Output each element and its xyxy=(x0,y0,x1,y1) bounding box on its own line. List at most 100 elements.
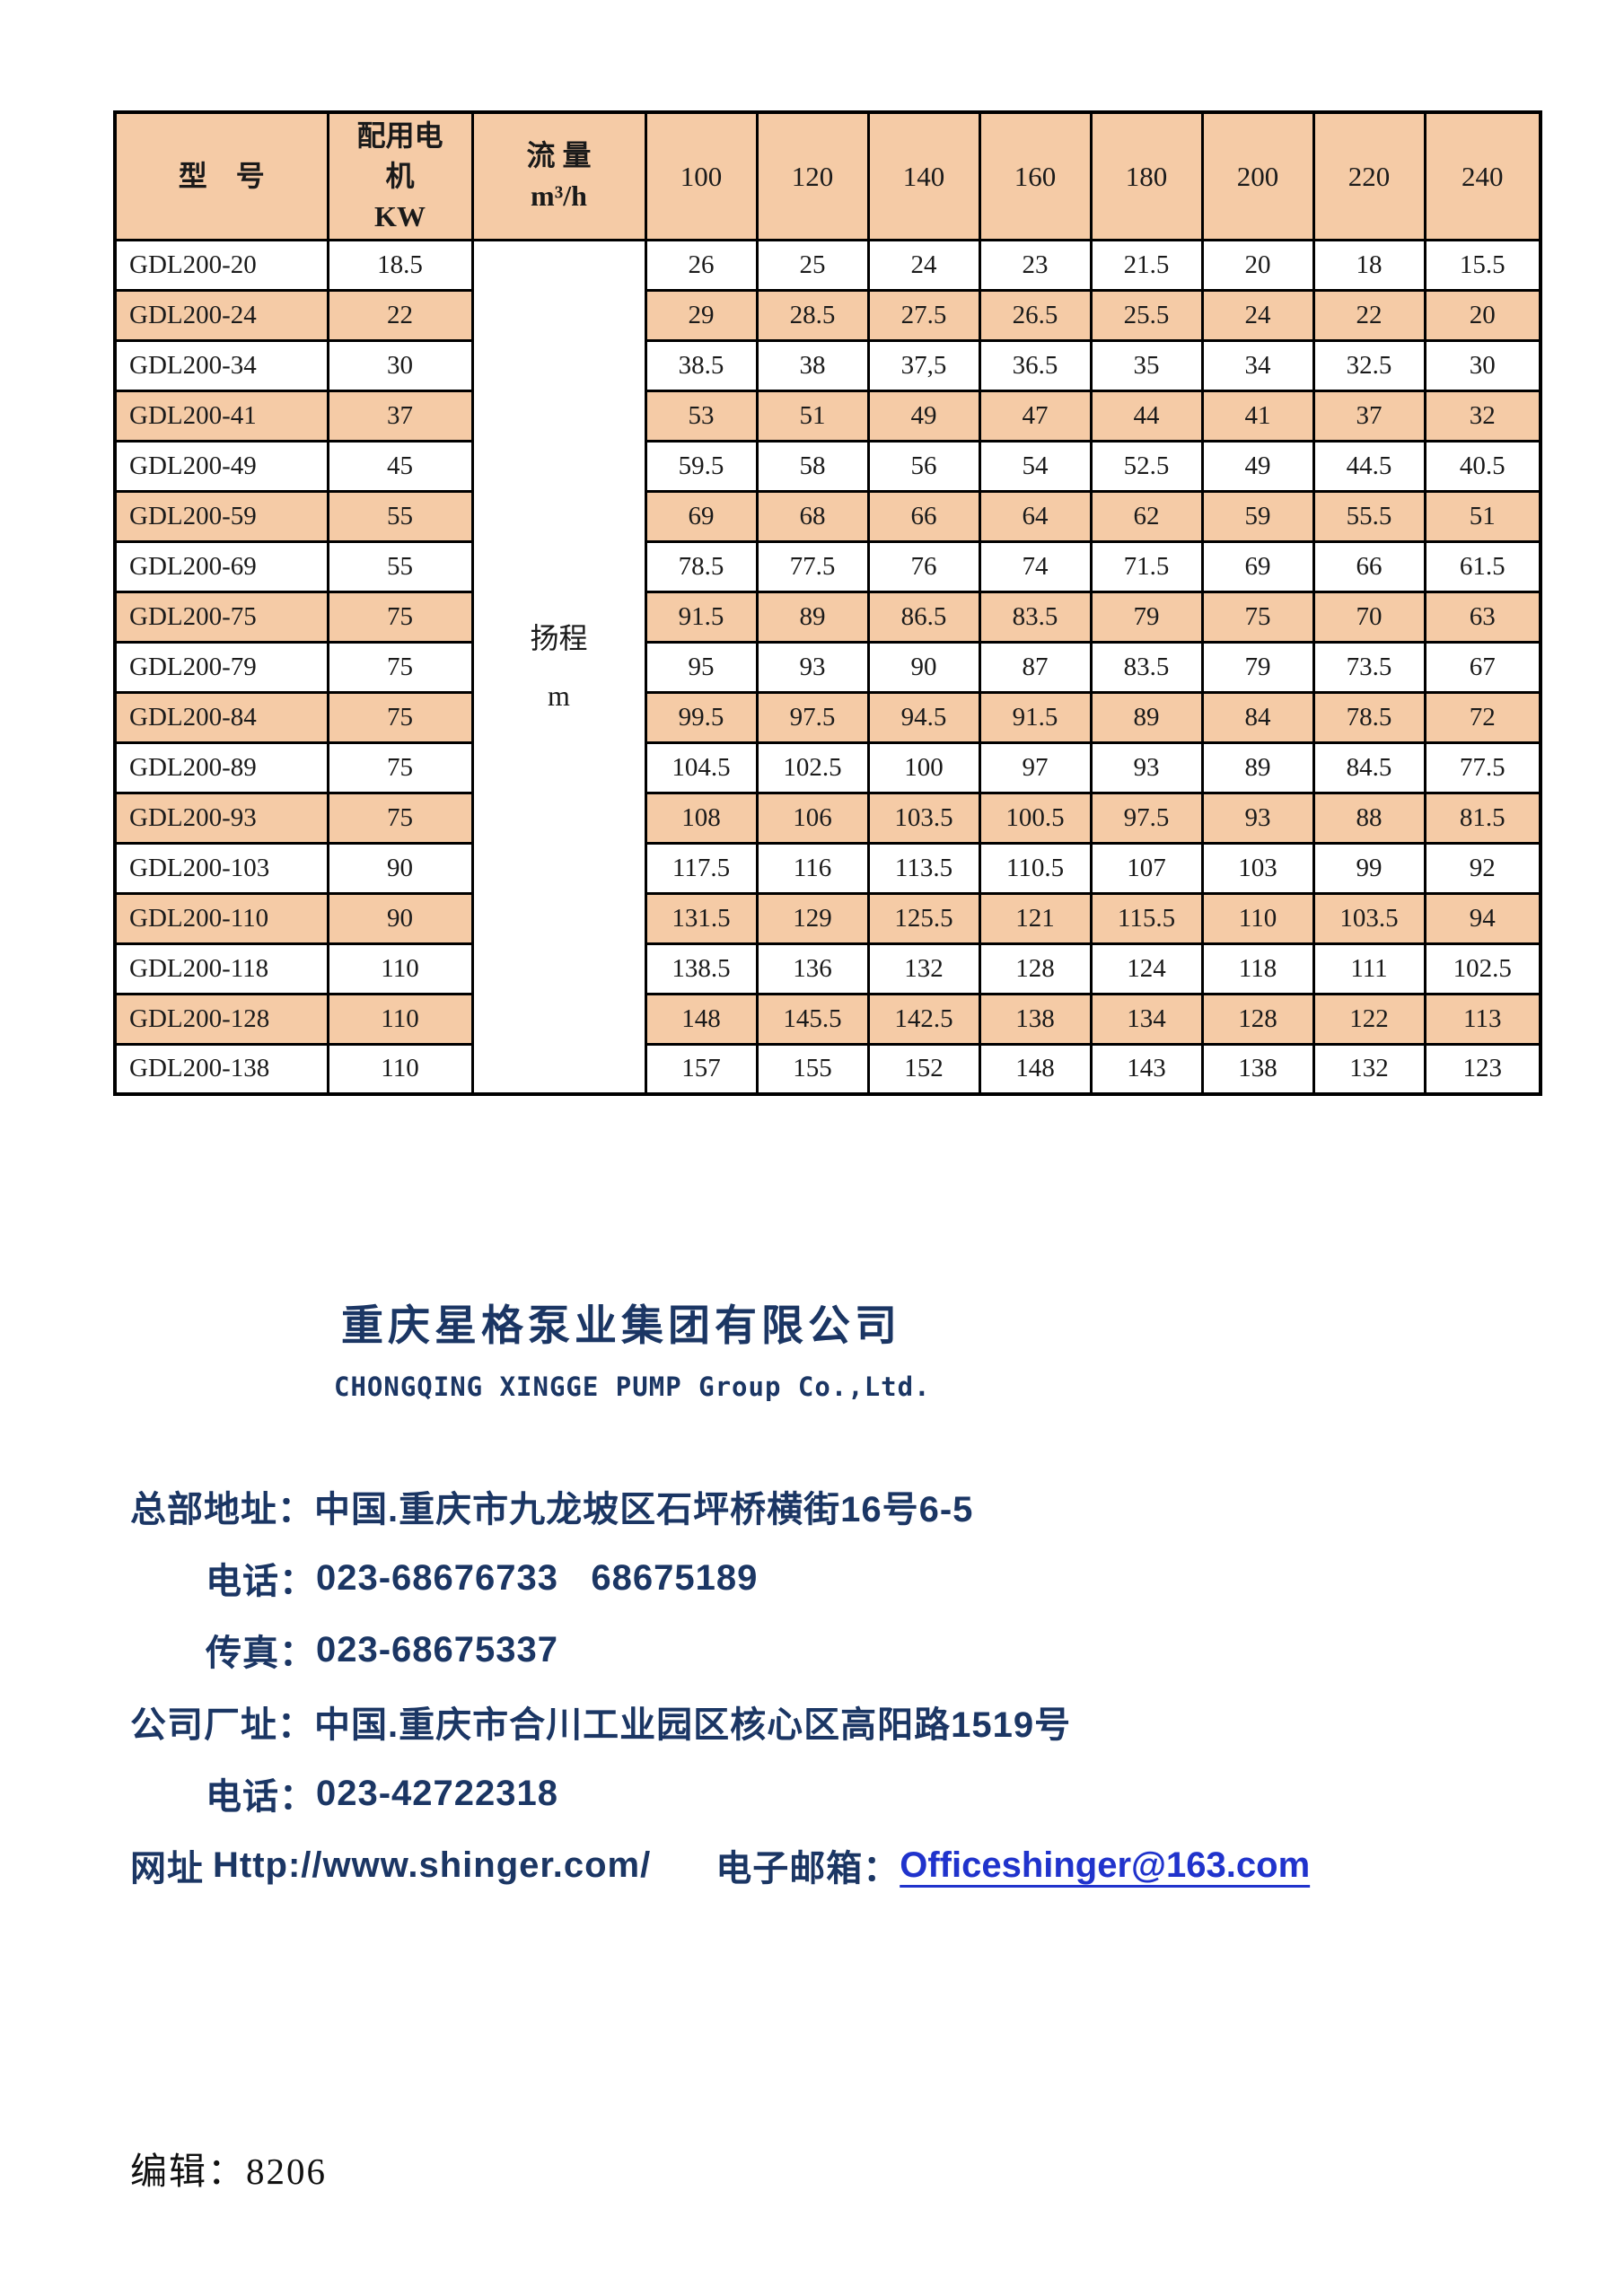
value-cell: 134 xyxy=(1089,992,1204,1046)
value-cell: 89 xyxy=(755,590,870,644)
header-flow: 流 量 m³/h xyxy=(470,110,647,241)
value-cell: 89 xyxy=(1200,741,1315,794)
value-cell: 18 xyxy=(1312,238,1426,292)
model-cell: GDL200-34 xyxy=(113,338,329,392)
kw-cell: 45 xyxy=(326,439,474,493)
value-cell: 55.5 xyxy=(1312,489,1426,543)
contact-line-web-email: 网址 Http://www.shinger.com/ 电子邮箱： Offices… xyxy=(130,1829,1310,1901)
value-cell: 81.5 xyxy=(1423,791,1542,845)
value-cell: 32.5 xyxy=(1312,338,1426,392)
value-cell: 99.5 xyxy=(644,690,759,744)
header-flow-140: 140 xyxy=(866,110,981,241)
pump-spec-table-wrap: 型 号 配用电 机 KW 流 量 m³/h 100 120 140 160 18… xyxy=(113,110,1542,1096)
model-cell: GDL200-118 xyxy=(113,942,329,995)
value-cell: 54 xyxy=(978,439,1093,493)
contact-line-value: 中国.重庆市九龙坡区石坪桥横街16号6-5 xyxy=(314,1490,974,1529)
value-cell: 49 xyxy=(1200,439,1315,493)
value-cell: 20 xyxy=(1200,238,1315,292)
value-cell: 70 xyxy=(1312,590,1426,644)
value-cell: 103.5 xyxy=(1312,891,1426,945)
value-cell: 38 xyxy=(755,338,870,392)
website-url: Http://www.shinger.com/ xyxy=(213,1845,652,1885)
value-cell: 41 xyxy=(1200,389,1315,443)
value-cell: 118 xyxy=(1200,942,1315,995)
value-cell: 38.5 xyxy=(644,338,759,392)
model-cell: GDL200-41 xyxy=(113,389,329,443)
value-cell: 128 xyxy=(978,942,1093,995)
value-cell: 76 xyxy=(866,539,981,593)
value-cell: 37 xyxy=(1312,389,1426,443)
value-cell: 77.5 xyxy=(1423,741,1542,794)
value-cell: 62 xyxy=(1089,489,1204,543)
model-cell: GDL200-110 xyxy=(113,891,329,945)
value-cell: 116 xyxy=(755,841,870,895)
model-cell: GDL200-79 xyxy=(113,640,329,694)
editor-note: 编辑：8206 xyxy=(130,2151,327,2192)
email-link[interactable]: Officeshinger@163.com xyxy=(900,1845,1311,1885)
value-cell: 138 xyxy=(978,992,1093,1046)
value-cell: 20 xyxy=(1423,288,1542,342)
value-cell: 75 xyxy=(1200,590,1315,644)
table-body: GDL200-20 18.5 扬程 m 26 25 24 23 21.5 20 1… xyxy=(113,238,1542,1096)
value-cell: 44.5 xyxy=(1312,439,1426,493)
value-cell: 78.5 xyxy=(644,539,759,593)
header-row: 型 号 配用电 机 KW 流 量 m³/h 100 120 140 160 18… xyxy=(113,110,1542,241)
email-label: 电子邮箱： xyxy=(715,1849,900,1889)
value-cell: 34 xyxy=(1200,338,1315,392)
value-cell: 97 xyxy=(978,741,1093,794)
value-cell: 73.5 xyxy=(1312,640,1426,694)
contact-line: 电话： 023-42722318 xyxy=(130,1757,1310,1829)
value-cell: 145.5 xyxy=(755,992,870,1046)
kw-cell: 90 xyxy=(326,891,474,945)
table-row: GDL200-75 75 91.5 89 86.5 83.5 79 75 70 … xyxy=(113,590,1542,644)
value-cell: 36.5 xyxy=(978,338,1093,392)
value-cell: 51 xyxy=(755,389,870,443)
value-cell: 131.5 xyxy=(644,891,759,945)
value-cell: 155 xyxy=(755,1042,870,1096)
value-cell: 77.5 xyxy=(755,539,870,593)
header-flow-240: 240 xyxy=(1423,110,1542,241)
model-cell: GDL200-128 xyxy=(113,992,329,1046)
value-cell: 152 xyxy=(866,1042,981,1096)
model-cell: GDL200-89 xyxy=(113,741,329,794)
kw-cell: 22 xyxy=(326,288,474,342)
value-cell: 53 xyxy=(644,389,759,443)
value-cell: 78.5 xyxy=(1312,690,1426,744)
value-cell: 88 xyxy=(1312,791,1426,845)
contact-line-value: 023-68676733 68675189 xyxy=(316,1557,759,1598)
table-row: GDL200-93 75 108 106 103.5 100.5 97.5 93… xyxy=(113,791,1542,845)
value-cell: 21.5 xyxy=(1089,238,1204,292)
model-cell: GDL200-20 xyxy=(113,238,329,292)
value-cell: 25.5 xyxy=(1089,288,1204,342)
table-row: GDL200-89 75 104.5 102.5 100 97 93 89 84… xyxy=(113,741,1542,794)
value-cell: 97.5 xyxy=(1089,791,1204,845)
value-cell: 51 xyxy=(1423,489,1542,543)
table-row: GDL200-49 45 59.5 58 56 54 52.5 49 44.5 … xyxy=(113,439,1542,493)
contact-line-value: 023-68675337 xyxy=(316,1629,559,1669)
head-unit-cell: 扬程 m xyxy=(470,238,647,1096)
table-row: GDL200-118 110 138.5 136 132 128 124 118… xyxy=(113,942,1542,995)
contact-line: 传真： 023-68675337 xyxy=(130,1614,1310,1686)
value-cell: 58 xyxy=(755,439,870,493)
value-cell: 49 xyxy=(866,389,981,443)
value-cell: 91.5 xyxy=(644,590,759,644)
value-cell: 132 xyxy=(866,942,981,995)
value-cell: 92 xyxy=(1423,841,1542,895)
table-row: GDL200-24 22 29 28.5 27.5 26.5 25.5 24 2… xyxy=(113,288,1542,342)
table-row: GDL200-138 110 157 155 152 148 143 138 1… xyxy=(113,1042,1542,1096)
contact-line-label: 电话： xyxy=(206,1562,316,1601)
kw-cell: 55 xyxy=(326,539,474,593)
value-cell: 143 xyxy=(1089,1042,1204,1096)
value-cell: 22 xyxy=(1312,288,1426,342)
table-row: GDL200-103 90 117.5 116 113.5 110.5 107 … xyxy=(113,841,1542,895)
header-flow-120: 120 xyxy=(755,110,870,241)
value-cell: 104.5 xyxy=(644,741,759,794)
kw-cell: 30 xyxy=(326,338,474,392)
header-flow-220: 220 xyxy=(1312,110,1426,241)
contact-line-value: 023-42722318 xyxy=(316,1773,559,1813)
header-model: 型 号 xyxy=(113,110,329,241)
contact-line-value: 中国.重庆市合川工业园区核心区高阳路1519号 xyxy=(314,1705,1072,1745)
value-cell: 115.5 xyxy=(1089,891,1204,945)
value-cell: 27.5 xyxy=(866,288,981,342)
value-cell: 102.5 xyxy=(755,741,870,794)
